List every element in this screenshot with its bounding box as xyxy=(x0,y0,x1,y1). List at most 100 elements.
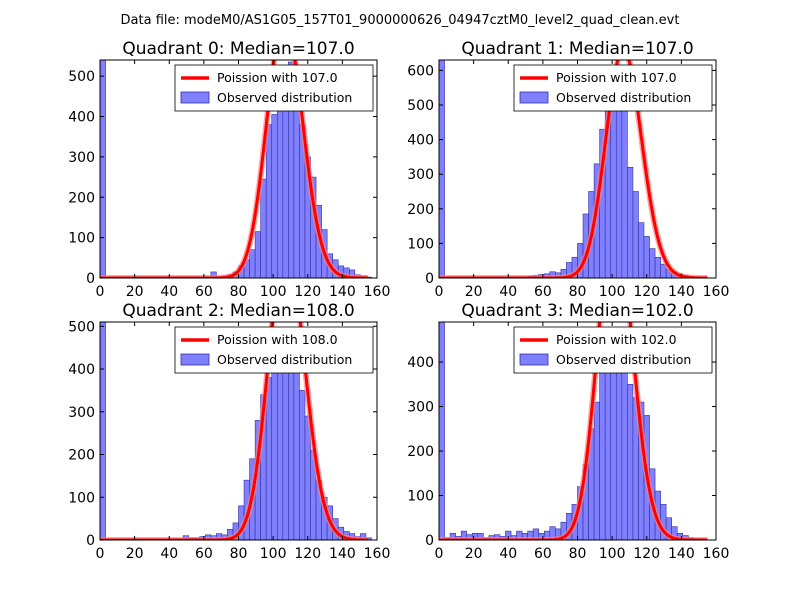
x-tick-label: 40 xyxy=(160,546,178,562)
x-tick-label: 120 xyxy=(294,546,321,562)
x-tick-label: 40 xyxy=(499,284,517,300)
x-tick-label: 100 xyxy=(260,284,287,300)
y-tick-label: 300 xyxy=(407,400,434,416)
x-tick-label: 60 xyxy=(195,284,213,300)
legend-box xyxy=(174,326,374,374)
y-tick-label: 400 xyxy=(407,133,434,149)
y-tick-label: 400 xyxy=(68,362,95,378)
x-tick-label: 100 xyxy=(599,284,626,300)
y-tick-label: 0 xyxy=(425,533,434,549)
poisson-curve xyxy=(439,322,708,540)
histogram-bar xyxy=(293,87,300,278)
x-tick-label: 60 xyxy=(195,546,213,562)
subplot-0: 0 20 40 60 80 100 120 140 160 0 100 200 300 400 500 Qua… xyxy=(68,39,391,300)
histogram-bar xyxy=(299,390,306,540)
y-tick-label: 300 xyxy=(68,150,95,166)
x-tick-label: 20 xyxy=(465,546,483,562)
histogram-bar xyxy=(100,60,106,278)
histogram-bar xyxy=(638,222,645,278)
histogram-bar xyxy=(643,236,650,278)
legend-label-poisson: Poission with 107.0 xyxy=(217,70,338,85)
y-tick-label: 0 xyxy=(86,271,95,287)
x-tick-label: 40 xyxy=(499,546,517,562)
y-tick-label: 200 xyxy=(68,448,95,464)
x-tick-label: 160 xyxy=(703,284,730,300)
legend-label-observed: Observed distribution xyxy=(556,352,691,367)
y-tick-label: 200 xyxy=(407,202,434,218)
histogram-bar xyxy=(100,322,106,540)
poisson-curve xyxy=(439,60,708,278)
legend-label-observed: Observed distribution xyxy=(217,90,352,105)
x-tick-label: 160 xyxy=(364,284,391,300)
x-tick-label: 80 xyxy=(230,546,248,562)
poisson-curve-group xyxy=(439,60,708,278)
histogram-bar xyxy=(254,231,261,278)
x-tick-label: 120 xyxy=(294,284,321,300)
histogram-bar xyxy=(621,108,628,278)
histogram-bar xyxy=(621,361,628,540)
y-tick-label: 400 xyxy=(68,110,95,126)
poisson-curve-group xyxy=(439,322,708,540)
histogram-bar xyxy=(627,166,634,278)
legend-label-observed: Observed distribution xyxy=(556,90,691,105)
legend: Poission with 107.0 Observed distribution xyxy=(513,64,713,112)
x-tick-label: 60 xyxy=(534,284,552,300)
histogram-bar xyxy=(593,401,600,540)
x-tick-label: 0 xyxy=(96,284,105,300)
subplot-3: 0 20 40 60 80 100 120 140 160 0 100 200 300 400 Quadra… xyxy=(407,301,730,562)
poisson-curve-group xyxy=(100,60,369,278)
legend-bar-swatch xyxy=(519,353,549,366)
x-tick-label: 140 xyxy=(668,546,695,562)
y-tick-label: 400 xyxy=(407,355,434,371)
y-tick-label: 600 xyxy=(407,63,434,79)
histogram-bar xyxy=(260,178,267,278)
y-tick-label: 200 xyxy=(68,190,95,206)
histogram-bar xyxy=(599,370,606,540)
x-tick-label: 20 xyxy=(126,284,144,300)
histogram-bar xyxy=(439,60,445,278)
y-tick-label: 500 xyxy=(407,98,434,114)
y-tick-label: 300 xyxy=(68,405,95,421)
x-tick-label: 20 xyxy=(465,284,483,300)
x-tick-label: 120 xyxy=(633,284,660,300)
y-tick-label: 0 xyxy=(425,271,434,287)
legend-label-observed: Observed distribution xyxy=(217,352,352,367)
y-tick-label: 100 xyxy=(407,489,434,505)
subplots: 0 20 40 60 80 100 120 140 1600100200300400500Qua… xyxy=(68,39,730,562)
x-tick-label: 160 xyxy=(703,546,730,562)
x-tick-label: 120 xyxy=(633,546,660,562)
x-tick-label: 20 xyxy=(126,546,144,562)
legend: Poission with 102.0 Observed distribution xyxy=(513,326,713,374)
poisson-curve-group xyxy=(100,322,369,540)
subplot-2: 0 20 40 60 80 100 120 140 160 0 100 200 300 400 500 Qua… xyxy=(68,301,391,562)
x-tick-label: 80 xyxy=(569,546,587,562)
histogram-bar xyxy=(649,248,656,278)
legend-label-poisson: Poission with 108.0 xyxy=(217,332,338,347)
x-tick-label: 40 xyxy=(160,284,178,300)
subplot-title: Quadrant 1: Median=107.0 xyxy=(461,39,693,59)
y-tick-label: 500 xyxy=(68,319,95,335)
x-tick-label: 0 xyxy=(96,546,105,562)
histogram-bar xyxy=(265,124,273,278)
histogram-bar xyxy=(632,191,639,278)
histogram-bar xyxy=(348,269,356,278)
y-tick-label: 300 xyxy=(407,167,434,183)
subplot-1: 0 20 40 60 80 100 120 140 160 0 100 200 300 400 500 600… xyxy=(407,39,729,300)
y-tick-label: 100 xyxy=(68,231,95,247)
subplot-title: Quadrant 2: Median=108.0 xyxy=(122,301,354,321)
histogram-bar xyxy=(282,94,289,278)
y-tick-label: 100 xyxy=(407,236,434,252)
legend-label-poisson: Poission with 107.0 xyxy=(556,70,677,85)
y-tick-label: 200 xyxy=(407,444,434,460)
x-tick-label: 140 xyxy=(668,284,695,300)
subplot-title: Quadrant 3: Median=102.0 xyxy=(461,301,693,321)
legend: Poission with 107.0 Observed distribution xyxy=(174,64,374,112)
histogram-bar xyxy=(360,533,367,540)
histogram-bar xyxy=(249,249,256,278)
legend-bar-swatch xyxy=(180,353,210,366)
histogram-bar xyxy=(293,360,300,540)
x-tick-label: 160 xyxy=(364,546,391,562)
histogram-bar xyxy=(604,357,612,540)
histogram-bar xyxy=(654,256,661,278)
